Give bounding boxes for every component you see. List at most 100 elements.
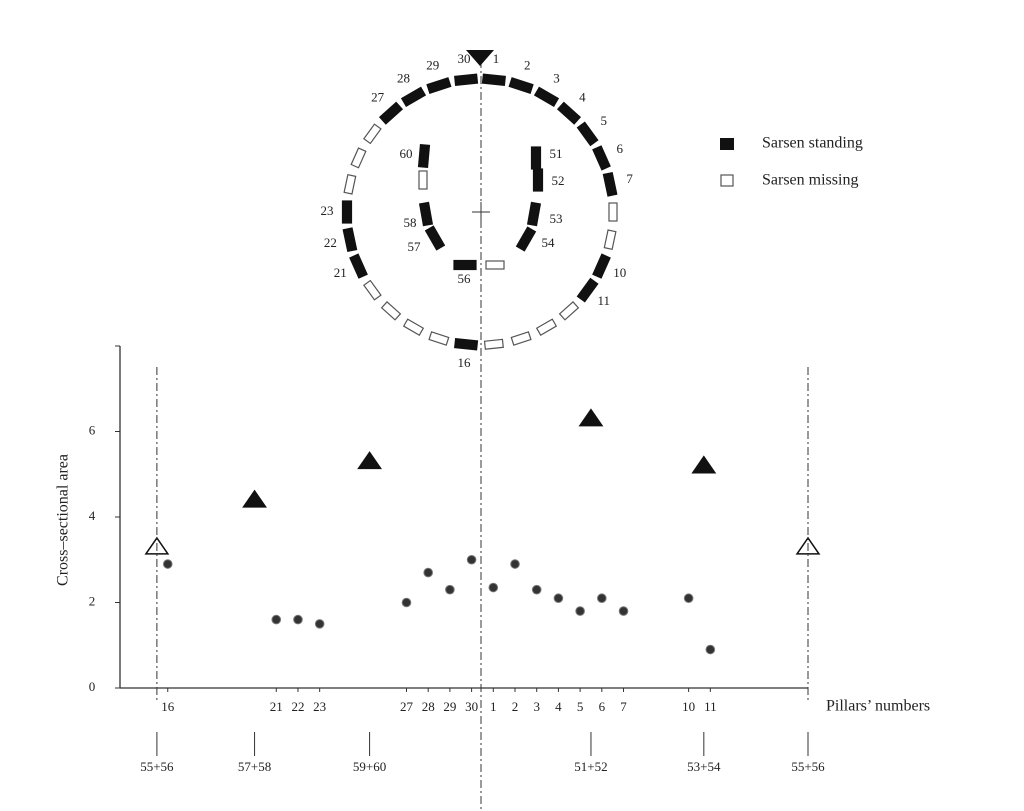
north-marker: [466, 50, 494, 66]
trilithon-axis-label: 57+58: [238, 759, 271, 774]
sarsen-label: 10: [613, 265, 626, 280]
pillar-point: [488, 582, 499, 593]
sarsen: [558, 300, 580, 321]
sarsen: [533, 86, 560, 108]
trilithon-label: 52: [552, 173, 565, 188]
sarsen: [608, 202, 618, 222]
sarsen: [535, 318, 558, 336]
x-tick-label: 11: [704, 699, 717, 714]
sarsen-label: 4: [579, 89, 586, 104]
trilithon-label: 56: [458, 271, 472, 286]
sarsen: [556, 101, 582, 125]
pillar-point: [510, 559, 520, 569]
x-tick-label: 27: [400, 699, 414, 714]
sarsen-label: 23: [321, 203, 334, 218]
y-tick-label: 4: [89, 508, 96, 523]
sarsen-label: 2: [524, 57, 531, 72]
legend-swatch-standing: [720, 138, 734, 150]
trilithon-label: 58: [404, 215, 417, 230]
sarsen: [508, 77, 534, 94]
trilithon-axis-label: 59+60: [353, 759, 386, 774]
trilithon-axis-label: 55+56: [791, 759, 825, 774]
legend-swatch-missing: [720, 174, 734, 187]
x-tick-label: 5: [577, 699, 584, 714]
sarsen: [592, 145, 611, 171]
sarsen-label: 29: [426, 57, 439, 72]
pillar-point: [401, 597, 412, 608]
pillar-point: [445, 584, 455, 595]
pillar-point: [597, 593, 607, 604]
sarsen-label: 6: [617, 141, 624, 156]
x-tick-label: 2: [512, 699, 519, 714]
legend-label: Sarsen missing: [762, 172, 858, 189]
trilithon-stone: [453, 259, 477, 271]
trilithon-point: [691, 455, 717, 474]
pillar-point: [423, 567, 433, 578]
sarsen: [350, 147, 367, 169]
pillar-point: [162, 559, 173, 569]
sarsen: [426, 77, 452, 94]
sarsen-label: 7: [626, 171, 633, 186]
sarsen-label: 3: [553, 70, 560, 85]
y-tick-label: 0: [89, 679, 96, 694]
pillar-point: [293, 614, 303, 625]
trilithon-stone: [424, 225, 446, 251]
x-tick-label: 3: [533, 699, 540, 714]
pillar-point: [531, 584, 542, 595]
sarsen-label: 28: [397, 70, 410, 85]
trilithon-label: 54: [542, 235, 556, 250]
sarsen: [454, 337, 479, 351]
trilithon-axis-label: 53+54: [687, 759, 721, 774]
x-tick-label: 16: [161, 699, 175, 714]
x-tick-label: 22: [291, 699, 304, 714]
sarsen: [378, 101, 404, 125]
trilithon-point: [242, 489, 267, 508]
sarsen-label: 1: [493, 51, 500, 66]
x-tick-label: 10: [682, 699, 695, 714]
sarsen: [454, 73, 479, 87]
x-tick-label: 6: [599, 699, 606, 714]
pillar-point: [575, 606, 585, 616]
trilithon-stone: [418, 201, 434, 227]
trilithon-point: [578, 408, 604, 427]
sarsen: [576, 121, 599, 147]
sarsen: [428, 331, 450, 346]
pillar-point: [271, 614, 282, 625]
trilithon-axis-label: 51+52: [574, 759, 607, 774]
trilithon-label: 60: [400, 146, 413, 161]
pillar-point: [553, 593, 564, 604]
trilithon-stone: [485, 260, 505, 270]
trilithon-stone: [417, 143, 431, 169]
pillar-point: [705, 644, 716, 655]
pillar-point: [618, 606, 629, 616]
trilithon-stone: [526, 201, 542, 227]
sarsen-label: 5: [601, 113, 608, 128]
sarsen: [349, 253, 368, 279]
trilithon-stone: [515, 226, 537, 252]
sarsen-label: 11: [598, 293, 611, 308]
sarsen-label: 21: [334, 265, 347, 280]
x-tick-label: 4: [555, 699, 562, 714]
trilithon-stone: [418, 170, 428, 190]
sarsen: [592, 253, 611, 279]
x-tick-label: 28: [422, 699, 435, 714]
x-tick-label: 1: [490, 699, 497, 714]
trilithon-label: 57: [408, 239, 422, 254]
sarsen: [510, 331, 532, 346]
x-tick-label: 21: [270, 699, 283, 714]
trilithon-point: [357, 451, 383, 470]
legend-label: Sarsen standing: [762, 135, 863, 152]
sarsen-label: 27: [371, 89, 385, 104]
x-tick-label: 23: [313, 699, 326, 714]
sarsen-label: 30: [458, 51, 471, 66]
x-tick-label: 7: [620, 699, 627, 714]
x-tick-label: 29: [443, 699, 456, 714]
y-tick-label: 2: [89, 593, 96, 608]
sarsen: [341, 200, 353, 224]
trilithon-stone: [530, 146, 542, 170]
sarsen: [402, 318, 425, 336]
y-axis-label: Cross–sectional area: [55, 454, 72, 586]
sarsen: [603, 229, 617, 250]
y-tick-label: 6: [89, 422, 96, 437]
